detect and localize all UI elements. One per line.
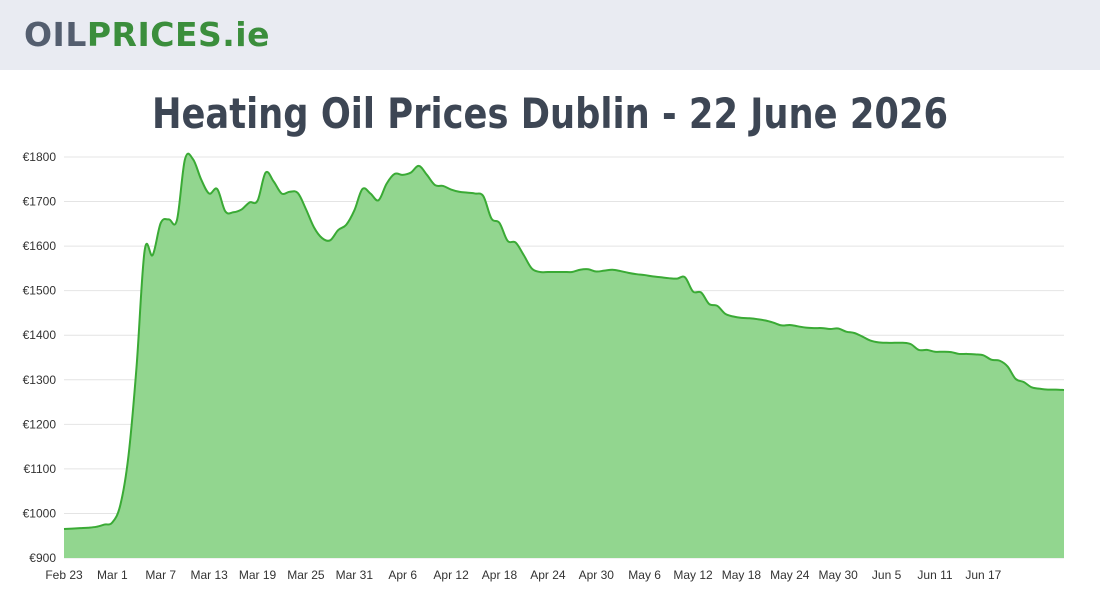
x-tick-label: May 30	[819, 568, 859, 582]
logo-text-oil: OIL	[24, 15, 87, 54]
x-tick-label: Jun 17	[965, 568, 1001, 582]
page-title: Heating Oil Prices Dublin - 22 June 2026	[151, 89, 949, 138]
logo-text-prices: PRICES	[86, 15, 223, 54]
x-tick-label: Apr 12	[433, 568, 469, 582]
x-tick-label: Jun 5	[872, 568, 902, 582]
x-tick-label: Mar 25	[287, 568, 325, 582]
x-tick-label: Apr 24	[530, 568, 566, 582]
x-tick-label: May 18	[722, 568, 762, 582]
logo-text-tld: .ie	[222, 15, 270, 54]
x-tick-label: May 12	[673, 568, 713, 582]
x-tick-label: Apr 18	[482, 568, 518, 582]
price-series-line	[63, 152, 1065, 531]
y-tick-label: €1700	[23, 195, 57, 209]
x-axis: Feb 23 Mar 1 Mar 7 Mar 13 Mar 19 Mar 25 Mar 31…	[45, 568, 1001, 582]
x-tick-label: Feb 23	[45, 568, 83, 582]
site-logo[interactable]: OILPRICES.ie	[24, 13, 270, 57]
y-tick-label: €1400	[23, 328, 57, 342]
y-tick-label: €1600	[23, 239, 57, 253]
y-tick-label: €1000	[23, 506, 57, 520]
x-tick-label: Mar 13	[190, 568, 228, 582]
y-tick-label: €1300	[23, 373, 57, 387]
x-tick-label: Mar 1	[97, 568, 128, 582]
y-tick-label: €900	[29, 551, 56, 565]
price-area-fill	[64, 153, 1064, 558]
x-tick-label: Mar 31	[336, 568, 374, 582]
y-tick-label: €1800	[23, 150, 57, 164]
x-tick-label: Apr 30	[579, 568, 615, 582]
y-tick-label: €1100	[24, 462, 57, 476]
y-axis: €900 €1000 €1100 €1200 €1300 €1400 €1500 €1600 €…	[23, 150, 57, 565]
price-chart: €900 €1000 €1100 €1200 €1300 €1400 €1500 €1600 €…	[23, 150, 1065, 582]
site-header: OILPRICES.ie	[0, 0, 1100, 70]
x-tick-label: May 6	[628, 568, 661, 582]
y-tick-label: €1500	[23, 284, 57, 298]
x-tick-label: May 24	[770, 568, 810, 582]
x-tick-label: Mar 19	[239, 568, 277, 582]
x-tick-label: Jun 11	[917, 568, 952, 582]
x-tick-label: Mar 7	[145, 568, 176, 582]
y-tick-label: €1200	[23, 417, 57, 431]
x-tick-label: Apr 6	[388, 568, 417, 582]
